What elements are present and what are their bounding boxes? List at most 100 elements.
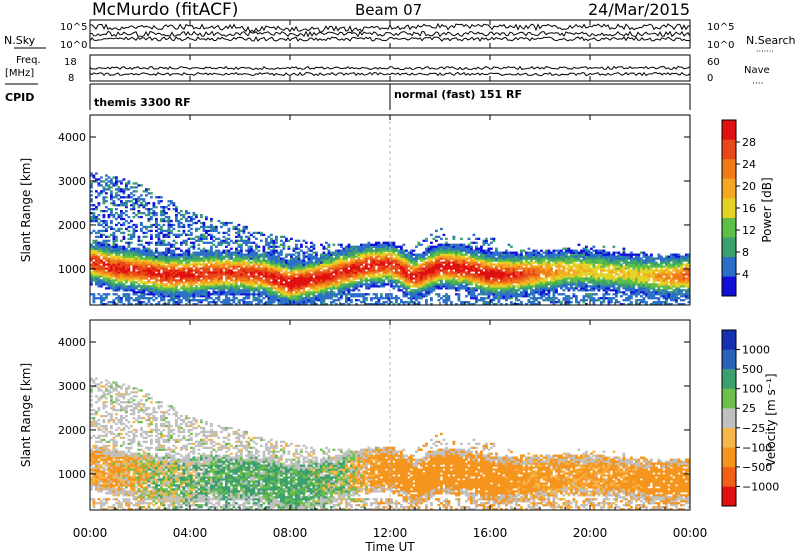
power-cell bbox=[485, 257, 488, 260]
power-cell bbox=[302, 287, 306, 290]
power-cell bbox=[500, 271, 503, 274]
power-cell bbox=[392, 251, 396, 254]
power-cell bbox=[95, 178, 98, 181]
power-cell bbox=[172, 239, 176, 242]
power-cell bbox=[367, 245, 371, 248]
power-cell bbox=[142, 253, 146, 256]
power-cell bbox=[180, 233, 183, 237]
power-cell bbox=[260, 301, 263, 304]
power-cell bbox=[227, 229, 231, 233]
power-cell bbox=[405, 293, 408, 296]
power-cell bbox=[135, 287, 138, 290]
power-cell bbox=[185, 251, 188, 254]
power-cell bbox=[425, 275, 428, 278]
power-cell bbox=[397, 249, 401, 252]
power-cell bbox=[302, 269, 306, 272]
power-cell bbox=[300, 273, 303, 276]
power-cell bbox=[417, 279, 421, 282]
power-cell bbox=[310, 257, 313, 260]
power-cell bbox=[357, 289, 361, 292]
power-cell bbox=[217, 237, 221, 240]
power-cell bbox=[270, 263, 273, 266]
power-cell bbox=[267, 241, 271, 244]
power-cell bbox=[95, 275, 98, 278]
power-cell bbox=[472, 255, 476, 258]
power-cell bbox=[507, 279, 511, 282]
power-cell bbox=[90, 174, 93, 177]
power-cell bbox=[240, 277, 243, 280]
power-cell bbox=[132, 190, 136, 193]
power-cell bbox=[520, 295, 523, 298]
power-cell bbox=[475, 295, 478, 298]
power-cell bbox=[312, 243, 316, 246]
power-cell bbox=[145, 277, 148, 280]
power-cell bbox=[245, 285, 248, 288]
power-cell bbox=[355, 271, 358, 274]
power-cell bbox=[145, 255, 148, 258]
power-cell bbox=[457, 275, 461, 278]
power-cell bbox=[95, 259, 98, 262]
power-cell bbox=[265, 285, 268, 288]
power-cell bbox=[162, 243, 166, 246]
power-cell bbox=[337, 261, 341, 264]
power-cell bbox=[175, 265, 178, 268]
power-cell bbox=[300, 271, 303, 274]
power-cell bbox=[510, 271, 513, 274]
power-cell bbox=[282, 247, 286, 250]
power-cell bbox=[135, 273, 138, 276]
power-cell bbox=[385, 273, 388, 276]
power-cell bbox=[187, 269, 191, 272]
power-cell bbox=[452, 237, 456, 240]
power-cell bbox=[185, 285, 188, 288]
power-cell bbox=[192, 293, 196, 296]
power-cell bbox=[277, 255, 281, 258]
power-cell bbox=[492, 263, 496, 266]
power-cell bbox=[290, 275, 293, 278]
power-cell bbox=[472, 295, 476, 298]
freq-label: Freq. bbox=[16, 55, 41, 66]
power-cell bbox=[307, 265, 311, 268]
power-cell bbox=[502, 293, 506, 296]
power-cell bbox=[432, 289, 436, 292]
power-cell bbox=[402, 269, 406, 272]
power-cell bbox=[522, 281, 526, 284]
power-cell bbox=[210, 249, 213, 252]
power-cell bbox=[92, 265, 96, 268]
power-cell bbox=[217, 267, 221, 270]
power-cell bbox=[505, 253, 508, 256]
power-cell bbox=[375, 271, 378, 274]
power-cell bbox=[392, 297, 396, 300]
power-cell bbox=[370, 263, 373, 266]
power-cell bbox=[115, 180, 118, 183]
power-cell bbox=[475, 287, 478, 290]
power-cell bbox=[407, 291, 411, 294]
power-cell bbox=[242, 257, 246, 260]
power-cell bbox=[200, 239, 203, 242]
power-cell bbox=[100, 265, 103, 268]
power-cell bbox=[492, 269, 496, 272]
power-cell bbox=[400, 261, 403, 264]
power-cell bbox=[495, 289, 498, 292]
power-cell bbox=[290, 279, 293, 282]
power-cell bbox=[155, 261, 158, 264]
power-cell bbox=[445, 245, 448, 248]
power-cell bbox=[330, 255, 333, 258]
power-cell bbox=[165, 303, 168, 305]
power-cell bbox=[197, 267, 201, 270]
power-cell bbox=[310, 259, 313, 262]
power-cell bbox=[470, 259, 473, 262]
power-cell bbox=[405, 261, 408, 264]
power-cell bbox=[137, 184, 141, 187]
power-cell bbox=[130, 237, 133, 240]
power-cell bbox=[460, 257, 463, 260]
power-cell bbox=[357, 253, 361, 256]
power-cell bbox=[327, 243, 331, 246]
power-cell bbox=[380, 247, 383, 250]
power-cell bbox=[457, 243, 461, 246]
power-cell bbox=[225, 301, 228, 304]
power-cell bbox=[162, 279, 166, 282]
power-cell bbox=[180, 285, 183, 288]
power-cell bbox=[190, 279, 193, 282]
power-cell bbox=[357, 263, 361, 266]
power-cell bbox=[235, 303, 238, 305]
